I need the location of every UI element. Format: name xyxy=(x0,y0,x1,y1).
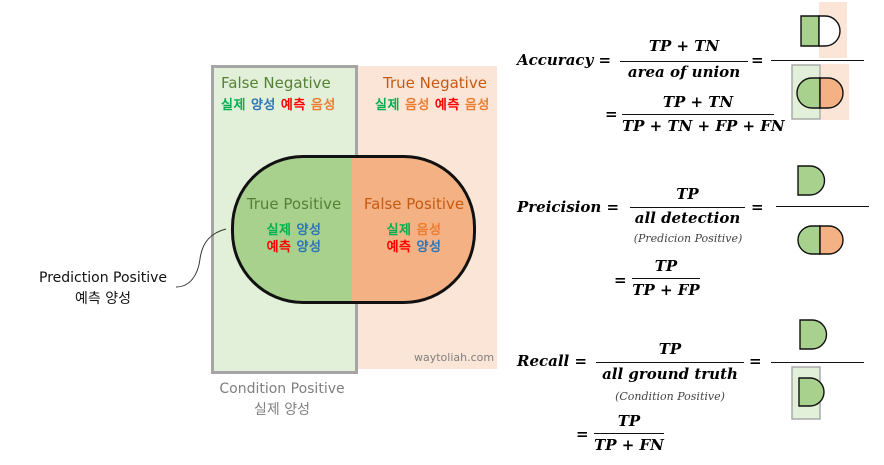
recall-fraction-bar xyxy=(596,362,744,364)
recall-eq: = xyxy=(574,352,588,370)
recall-word: Recall xyxy=(517,352,570,370)
true-positive-title: True Positive xyxy=(246,195,342,213)
fp-l1a: 실제 xyxy=(386,223,412,238)
tn-k2: 음성 xyxy=(404,98,430,113)
condition-positive-en: Condition Positive xyxy=(219,381,345,397)
false-positive-line2: 예측 양성 xyxy=(355,236,473,255)
precision-fraction-bar2 xyxy=(632,278,700,280)
fp-l2b: 양성 xyxy=(416,240,442,255)
prediction-positive-en: Prediction Positive xyxy=(39,270,167,286)
accuracy-denominator2: TP + TN + FP + FN xyxy=(622,117,785,135)
tn-k1: 실제 xyxy=(375,98,400,113)
accuracy-word: Accuracy xyxy=(517,51,594,69)
false-negative-korean: 실제 양성 예측 음성 xyxy=(221,94,336,113)
condition-positive-ko: 실제 양성 xyxy=(254,402,310,418)
false-positive-title: False Positive xyxy=(363,195,465,213)
recall-eq3: = xyxy=(576,425,589,443)
precision-eq3: = xyxy=(614,271,627,289)
accuracy-visual-bar xyxy=(771,60,864,62)
accuracy-denominator-icon xyxy=(791,64,849,120)
false-negative-title: False Negative xyxy=(221,74,331,92)
accuracy-numerator: TP + TN xyxy=(648,37,720,55)
fp-l1b: 음성 xyxy=(416,223,442,238)
prediction-positive-ko: 예측 양성 xyxy=(75,291,131,307)
precision-denominator2: TP + FP xyxy=(632,281,700,299)
tp-l1a: 실제 xyxy=(266,223,292,238)
precision-numerator-icon xyxy=(797,165,826,196)
recall-label: Recall = xyxy=(517,352,587,370)
fn-k3: 예측 xyxy=(280,98,306,113)
recall-denominator-icon xyxy=(791,366,825,420)
leader-line xyxy=(175,228,227,288)
precision-word: Preicision xyxy=(517,198,602,216)
accuracy-label: Accuracy = xyxy=(517,51,611,69)
precision-eq: = xyxy=(606,198,620,216)
precision-fraction-bar xyxy=(630,207,745,209)
precision-label: Preicision = xyxy=(517,198,619,216)
accuracy-fraction-bar2 xyxy=(622,114,774,116)
accuracy-denominator: area of union xyxy=(627,63,741,81)
recall-numerator-icon xyxy=(799,319,828,350)
tn-k4: 음성 xyxy=(464,98,490,113)
recall-fraction-bar2 xyxy=(594,433,664,435)
precision-numerator2: TP xyxy=(654,257,678,275)
recall-numerator2: TP xyxy=(617,412,641,430)
watermark: waytoliah.com xyxy=(414,351,495,364)
tp-l1b: 양성 xyxy=(296,223,322,238)
recall-denominator2: TP + FN xyxy=(594,436,664,454)
precision-denominator-icon xyxy=(797,225,844,255)
recall-note: (Condition Positive) xyxy=(615,390,725,403)
precision-visual-bar xyxy=(776,206,869,208)
tn-k3: 예측 xyxy=(434,98,460,113)
tp-l2b: 양성 xyxy=(296,240,322,255)
precision-note: (Predicion Positive) xyxy=(633,232,743,245)
false-positive-line1: 실제 음성 xyxy=(355,219,473,238)
recall-eq2: = xyxy=(749,352,762,370)
fn-k2: 양성 xyxy=(250,98,276,113)
accuracy-eq: = xyxy=(598,51,612,69)
accuracy-eq2: = xyxy=(751,51,764,69)
recall-visual-bar xyxy=(771,362,864,364)
fn-k4: 음성 xyxy=(310,98,336,113)
true-negative-title: True Negative xyxy=(383,74,487,92)
precision-denominator: all detection xyxy=(634,209,741,227)
precision-numerator: TP xyxy=(676,185,699,203)
accuracy-eq3: = xyxy=(605,105,618,123)
recall-numerator: TP xyxy=(658,340,682,358)
condition-positive-label: Condition Positive 실제 양성 xyxy=(206,381,358,419)
true-positive-line1: 실제 양성 xyxy=(236,219,352,238)
accuracy-fraction-bar xyxy=(620,61,748,63)
true-negative-korean: 실제 음성 예측 음성 xyxy=(375,94,490,113)
prediction-positive-label: Prediction Positive 예측 양성 xyxy=(28,270,178,308)
true-positive-line2: 예측 양성 xyxy=(236,236,352,255)
false-positive-area xyxy=(352,155,476,304)
accuracy-numerator2: TP + TN xyxy=(662,93,734,111)
fn-k1: 실제 xyxy=(221,98,246,113)
fp-l2a: 예측 xyxy=(386,240,412,255)
tp-l2a: 예측 xyxy=(266,240,292,255)
recall-denominator: all ground truth xyxy=(602,365,738,383)
true-positive-area xyxy=(231,155,355,304)
accuracy-numerator-icon xyxy=(800,2,847,58)
precision-eq2: = xyxy=(751,198,764,216)
